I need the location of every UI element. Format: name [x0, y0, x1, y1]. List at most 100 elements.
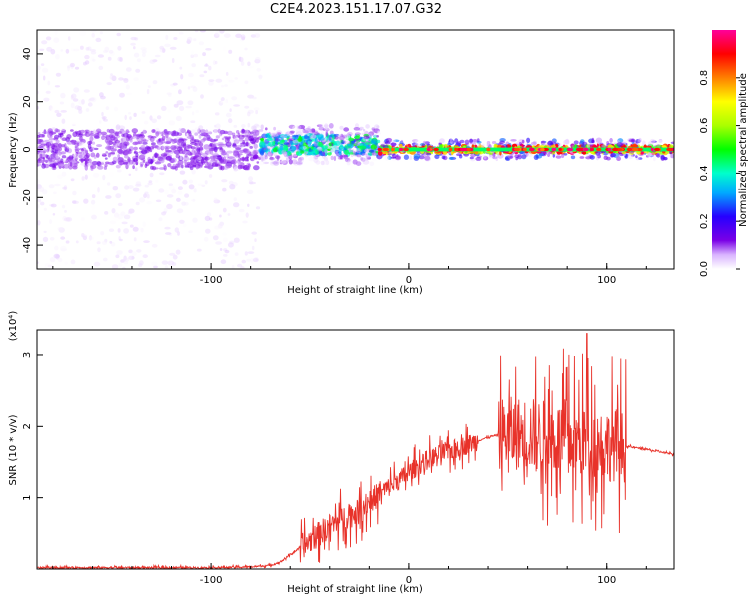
spectrogram-cell [208, 217, 213, 221]
spectrogram-cell [73, 87, 80, 93]
spectrogram-cell [222, 237, 228, 243]
spectrogram-cell [235, 134, 239, 138]
spectrogram-cell [365, 124, 370, 129]
spectrogram-cell [240, 157, 246, 161]
spectrogram-cell [116, 169, 122, 173]
spectrogram-cell [85, 149, 88, 154]
spectrogram-cell [510, 139, 517, 142]
spectrogram-cell [142, 128, 146, 135]
spectrogram-cell [317, 134, 324, 138]
spectrogram-cell [267, 153, 272, 157]
spectrogram-cell [109, 220, 117, 225]
spectrogram-cell [138, 197, 146, 203]
snr-panel: -100 0 100 1 2 3 Height of straight line (km… [8, 311, 675, 595]
spectrogram-cell [248, 176, 254, 182]
spectrogram-cell [215, 123, 221, 129]
spectrogram-cell [211, 162, 219, 167]
spectrogram-cell [112, 141, 117, 145]
spectrogram-cell [57, 160, 63, 164]
spectrogram-cell [193, 38, 197, 42]
spectrogram-cell [141, 111, 146, 114]
spectrogram-cell [246, 258, 252, 262]
spectrogram-cell [219, 30, 225, 34]
spectrogram-cell [190, 146, 196, 150]
spectrogram-cell [39, 138, 44, 144]
spectrogram-cell [482, 156, 489, 161]
spectrogram-cell [289, 140, 294, 145]
spectrogram-cell [46, 154, 50, 160]
spectrogram-cell [238, 165, 243, 169]
spectrogram-cell [208, 79, 215, 82]
spectrogram-cell [268, 141, 275, 147]
spectrogram-cell [354, 132, 361, 136]
spectrogram-peak-cell [589, 147, 594, 152]
spectrogram-cell [110, 73, 113, 76]
spectrogram-cell [177, 231, 180, 236]
spectrogram-cell [229, 240, 235, 245]
spectrogram-cell [117, 202, 123, 207]
spectrogram-cell [70, 259, 76, 265]
spectrogram-cell [194, 30, 199, 33]
spectrogram-cell [132, 141, 138, 146]
spectrogram-cell [151, 166, 157, 171]
spectrogram-cell [416, 150, 421, 155]
spectrogram-cell [176, 132, 183, 136]
spectrogram-cell [64, 160, 69, 163]
spectrogram-cell [187, 86, 191, 90]
spectrogram-cell [133, 46, 136, 50]
spectrogram-cell [372, 157, 377, 162]
spectrogram-cell [228, 180, 234, 185]
spectrogram-cell [90, 50, 97, 55]
spectrogram-cell [547, 141, 553, 146]
spectrogram-cell [255, 110, 258, 115]
spectrogram-cell [65, 240, 70, 244]
spectrogram-cell [149, 69, 153, 74]
spectrogram-cell [165, 232, 172, 235]
spectrogram-cell [171, 139, 176, 145]
spectrogram-cell [140, 144, 146, 150]
spectrogram-cell [152, 129, 156, 133]
spectrogram-cell [199, 30, 207, 33]
spectrogram-cell [43, 75, 46, 81]
spectrogram-cell [193, 53, 198, 58]
spectrogram-cell [232, 164, 237, 170]
colorbar-label: Normalized spectral amplitude [738, 73, 749, 227]
spectrogram-cell [204, 156, 210, 161]
spectrogram-cell [75, 151, 78, 158]
spectrogram-cell [168, 232, 173, 237]
spectrogram-cell [219, 248, 223, 251]
spectrogram-cell [339, 125, 344, 130]
spectrogram-cell [66, 134, 72, 140]
spectrogram-panel: -100 0 100 -40 -20 0 20 40 Height of straight … [8, 29, 675, 296]
spectrogram-cell [354, 140, 361, 146]
spectrogram-cell [106, 128, 110, 133]
spectrogram-cell [76, 142, 80, 147]
spectrogram-cell [119, 111, 125, 116]
spectrogram-cell [188, 53, 191, 58]
spectrogram-peak-cell [403, 147, 409, 152]
spectrogram-cell [333, 133, 340, 137]
spectrogram-cell [37, 153, 40, 159]
spectrogram-cell [102, 117, 106, 121]
spectrogram-cell [185, 105, 192, 109]
spectrogram-cell [254, 33, 261, 38]
spectrogram-cell [200, 94, 204, 99]
x-tick-label: 100 [597, 575, 616, 586]
spectrogram-cell [434, 154, 440, 160]
spectrogram-cell [499, 140, 505, 144]
spectrogram-cell [53, 137, 59, 141]
spectrogram-cell [609, 138, 613, 143]
spectrogram-cell [166, 203, 173, 210]
spectrogram-cell [251, 134, 258, 138]
spectrogram-cell [151, 156, 155, 161]
spectrogram-cell [119, 144, 126, 148]
spectrogram-cell [227, 213, 231, 216]
spectrogram-cell [141, 52, 146, 58]
spectrogram-cell [253, 107, 260, 111]
spectrogram-cell [181, 150, 186, 155]
spectrogram-cell [83, 61, 87, 66]
colorbar-ticks: 0.0 0.2 0.4 0.6 0.8 [699, 70, 740, 277]
spectrogram-cell [162, 48, 166, 53]
spectrogram-cell [203, 131, 207, 136]
spectrogram-cell [334, 140, 341, 146]
